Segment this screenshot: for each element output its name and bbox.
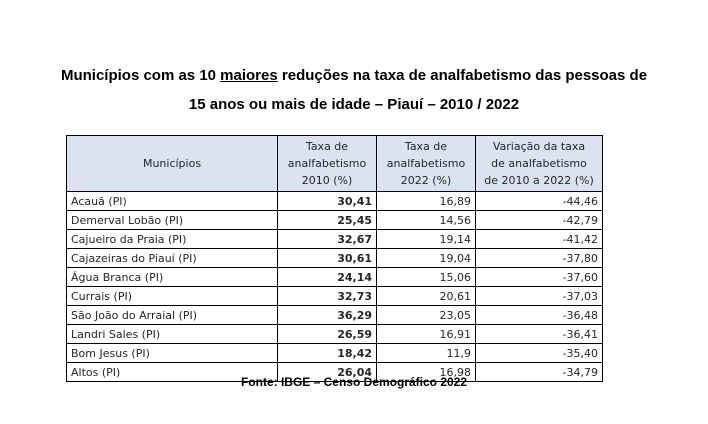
cell-taxa-2010: 32,67 xyxy=(277,229,377,249)
table-row: Cajazeiras do Piauí (PI) 30,61 19,04 -37… xyxy=(66,248,603,268)
cell-variacao: -37,60 xyxy=(475,267,603,287)
cell-taxa-2022: 19,14 xyxy=(376,229,476,249)
cell-taxa-2010: 24,14 xyxy=(277,267,377,287)
table-row: Cajueiro da Praia (PI) 32,67 19,14 -41,4… xyxy=(66,229,603,249)
header-municipios: Municípios xyxy=(66,135,278,192)
cell-taxa-2022: 19,04 xyxy=(376,248,476,268)
table-row: Currais (PI) 32,73 20,61 -37,03 xyxy=(66,286,603,306)
cell-variacao: -34,79 xyxy=(475,362,603,382)
cell-municipio: Cajueiro da Praia (PI) xyxy=(66,229,278,249)
title-underlined-word: maiores xyxy=(220,67,278,84)
header-variacao: Variação da taxa de analfabetismo de 201… xyxy=(475,135,603,192)
cell-taxa-2022: 16,91 xyxy=(376,324,476,344)
cell-taxa-2010: 30,61 xyxy=(277,248,377,268)
cell-taxa-2022: 16,98 xyxy=(376,362,476,382)
cell-variacao: -42,79 xyxy=(475,210,603,230)
header-variacao-line: Variação da taxa xyxy=(492,140,586,153)
cell-taxa-2022: 20,61 xyxy=(376,286,476,306)
cell-taxa-2010: 36,29 xyxy=(277,305,377,325)
title-line-1: Municípios com as 10 maiores reduções na… xyxy=(0,67,708,85)
cell-municipio: Currais (PI) xyxy=(66,286,278,306)
table-row: Bom Jesus (PI) 18,42 11,9 -35,40 xyxy=(66,343,603,363)
cell-taxa-2010: 25,45 xyxy=(277,210,377,230)
table-row: Altos (PI) 26,04 16,98 -34,79 xyxy=(66,362,603,382)
cell-municipio: Altos (PI) xyxy=(66,362,278,382)
table-row: Demerval Lobão (PI) 25,45 14,56 -42,79 xyxy=(66,210,603,230)
cell-variacao: -44,46 xyxy=(475,191,603,211)
cell-taxa-2022: 16,89 xyxy=(376,191,476,211)
header-taxa-2022: Taxa de analfabetismo 2022 (%) xyxy=(376,135,476,192)
cell-variacao: -37,03 xyxy=(475,286,603,306)
cell-taxa-2010: 26,59 xyxy=(277,324,377,344)
header-taxa-2010-line: analfabetismo xyxy=(287,157,367,170)
cell-taxa-2010: 30,41 xyxy=(277,191,377,211)
data-table: Municípios Taxa de analfabetismo 2010 (%… xyxy=(66,135,603,382)
header-taxa-2010-line: 2010 (%) xyxy=(301,174,353,187)
title-prefix: Municípios com as 10 xyxy=(60,67,221,84)
title-suffix: reduções na taxa de analfabetismo das pe… xyxy=(277,67,648,84)
header-taxa-2022-line: analfabetismo xyxy=(386,157,466,170)
cell-municipio: Bom Jesus (PI) xyxy=(66,343,278,363)
cell-variacao: -36,48 xyxy=(475,305,603,325)
cell-municipio: Landri Sales (PI) xyxy=(66,324,278,344)
cell-municipio: Demerval Lobão (PI) xyxy=(66,210,278,230)
cell-municipio: São João do Arraial (PI) xyxy=(66,305,278,325)
table-row: Landri Sales (PI) 26,59 16,91 -36,41 xyxy=(66,324,603,344)
header-taxa-2010-line: Taxa de xyxy=(305,140,349,153)
header-taxa-2022-line: 2022 (%) xyxy=(400,174,452,187)
title-line-2: 15 anos ou mais de idade – Piauí – 2010 … xyxy=(188,96,520,113)
header-taxa-2010: Taxa de analfabetismo 2010 (%) xyxy=(277,135,377,192)
table-row: Acauã (PI) 30,41 16,89 -44,46 xyxy=(66,191,603,211)
cell-variacao: -35,40 xyxy=(475,343,603,363)
table-row: Água Branca (PI) 24,14 15,06 -37,60 xyxy=(66,267,603,287)
cell-municipio: Água Branca (PI) xyxy=(66,267,278,287)
cell-variacao: -37,80 xyxy=(475,248,603,268)
cell-municipio: Acauã (PI) xyxy=(66,191,278,211)
header-taxa-2022-line: Taxa de xyxy=(404,140,448,153)
cell-municipio: Cajazeiras do Piauí (PI) xyxy=(66,248,278,268)
table-row: São João do Arraial (PI) 36,29 23,05 -36… xyxy=(66,305,603,325)
cell-taxa-2022: 11,9 xyxy=(376,343,476,363)
cell-variacao: -41,42 xyxy=(475,229,603,249)
cell-taxa-2010: 32,73 xyxy=(277,286,377,306)
header-variacao-line: de 2010 a 2022 (%) xyxy=(484,174,594,187)
cell-taxa-2022: 15,06 xyxy=(376,267,476,287)
source-note: Fonte: IBGE – Censo Demográfico 2022 xyxy=(240,375,468,389)
cell-taxa-2022: 14,56 xyxy=(376,210,476,230)
header-variacao-line: de analfabetismo xyxy=(491,157,587,170)
table-header-row: Municípios Taxa de analfabetismo 2010 (%… xyxy=(66,135,603,192)
cell-taxa-2022: 23,05 xyxy=(376,305,476,325)
cell-variacao: -36,41 xyxy=(475,324,603,344)
cell-taxa-2010: 18,42 xyxy=(277,343,377,363)
